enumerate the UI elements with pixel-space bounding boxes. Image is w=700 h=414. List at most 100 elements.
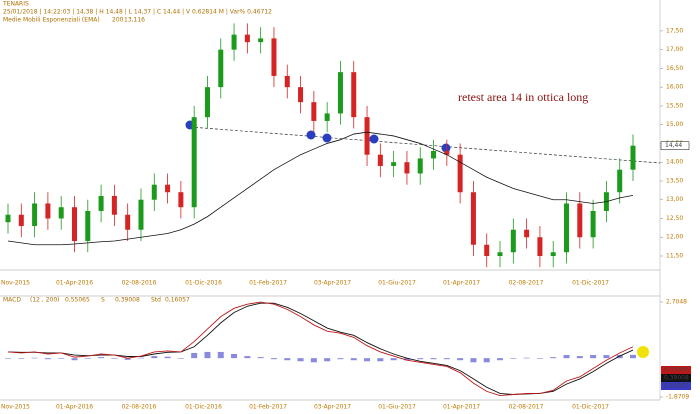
histogram-bar (297, 358, 304, 362)
histogram-bar (31, 357, 38, 359)
histogram-bar (284, 358, 291, 361)
candle-body (537, 237, 543, 256)
y-tick-label: 13,50 (666, 177, 683, 184)
histogram-bar (576, 356, 583, 359)
histogram-bar (390, 358, 397, 361)
value-box-label: 0,16057 (664, 383, 689, 390)
candle-body (351, 72, 357, 118)
x-tick-label: 01-Apr-2017 (443, 404, 480, 411)
histogram-bar (151, 356, 158, 359)
histogram-bar (137, 357, 144, 359)
quote-line: 25/01/2018 | 14:22:03 | 14,38 | H 14,48 … (3, 9, 272, 16)
histogram-bar (470, 358, 477, 363)
last-price-label: 14,44 (665, 142, 682, 149)
histogram-bar (430, 358, 437, 360)
candle-body (311, 102, 317, 121)
histogram-bar (497, 358, 504, 361)
legend-name: Std (151, 297, 161, 304)
macd-title: MACD (3, 297, 21, 304)
x-tick-label: 01-Apr-2016 (56, 280, 93, 287)
histogram-bar (310, 358, 317, 363)
y-tick-label: 16,00 (666, 84, 683, 91)
histogram-bar (364, 358, 371, 362)
macd-line (7, 301, 634, 396)
histogram-bar (257, 357, 264, 359)
ema-period: 200 (112, 17, 124, 24)
x-tick-label: 02-08-2017 (509, 280, 544, 287)
candle-body (5, 214, 11, 223)
highlight-circle (637, 346, 649, 358)
candle-body (337, 72, 343, 114)
legend-value: 0,39008 (115, 297, 140, 304)
touch-circle (322, 133, 332, 143)
x-tick-label: 01-Giu-2017 (378, 280, 416, 287)
histogram-bar (550, 357, 557, 359)
candle-body (364, 117, 370, 155)
candle-body (271, 38, 277, 76)
candle-body (391, 162, 397, 166)
histogram-bar (563, 355, 570, 359)
candle-body (431, 150, 437, 159)
ticker: TENARIS (2, 1, 29, 8)
histogram-bar (270, 358, 277, 360)
ema-value: 13,116 (124, 17, 145, 24)
candle-body (18, 214, 24, 226)
histogram-bar (5, 358, 11, 359)
y-tick-label: 17,00 (666, 46, 683, 53)
y-tick-label: 2,7048 (666, 299, 687, 306)
x-tick-label: 02-08-2017 (509, 404, 544, 411)
candle-body (470, 192, 476, 245)
y-tick-label: -1,8709 (666, 394, 689, 401)
x-tick-label: 01-Dic-2016 (185, 404, 222, 411)
candle-body (165, 184, 171, 193)
candle-body (617, 169, 623, 193)
candle-body (417, 158, 423, 174)
candle-body (32, 203, 38, 226)
candle-body (244, 34, 250, 43)
candle-body (85, 210, 91, 241)
histogram-bar (84, 358, 91, 359)
last-price-box (660, 141, 690, 150)
macd-params: (12 , 200) (30, 297, 60, 304)
candle-body (564, 203, 570, 253)
value-box (661, 374, 691, 382)
histogram-bar (630, 354, 636, 359)
histogram-bar (337, 358, 344, 360)
candle-body (444, 150, 450, 155)
y-tick-label: 14,00 (666, 159, 683, 166)
x-tick-label: 02-08-2016 (122, 404, 157, 411)
x-tick-label: 01-Feb-2017 (249, 404, 287, 411)
x-tick-label: 01-Dic-2017 (572, 280, 609, 287)
candle-body (151, 184, 157, 200)
legend-name: S (101, 297, 105, 304)
histogram-bar (217, 351, 224, 359)
x-tick-label: 03-Apr-2017 (314, 404, 351, 411)
histogram-bar (417, 358, 424, 360)
candle-body (510, 229, 516, 253)
histogram-bar (18, 358, 25, 359)
candle-body (284, 75, 290, 88)
histogram-bar (111, 358, 118, 359)
candle-body (524, 229, 530, 238)
candle-body (550, 252, 556, 256)
histogram-bar (231, 354, 238, 359)
candle-body (138, 199, 144, 230)
histogram-bar (403, 358, 410, 361)
candle-body (125, 214, 131, 230)
x-tick-label: 01-Apr-2016 (56, 404, 93, 411)
histogram-bar (177, 358, 184, 359)
value-box (661, 366, 691, 374)
legend-value: 0,16057 (165, 297, 190, 304)
x-tick-label: 01-Feb-2017 (249, 280, 287, 287)
candle-body (58, 207, 64, 219)
candle-body (191, 117, 197, 208)
value-box (661, 382, 691, 390)
value-box-label: 0,39008 (664, 375, 689, 382)
y-tick-label: 11,50 (666, 252, 683, 259)
candle-body (457, 154, 463, 193)
histogram-bar (98, 357, 105, 359)
histogram-bar (443, 358, 450, 360)
candle-body (577, 203, 583, 238)
histogram-bar (58, 358, 65, 359)
